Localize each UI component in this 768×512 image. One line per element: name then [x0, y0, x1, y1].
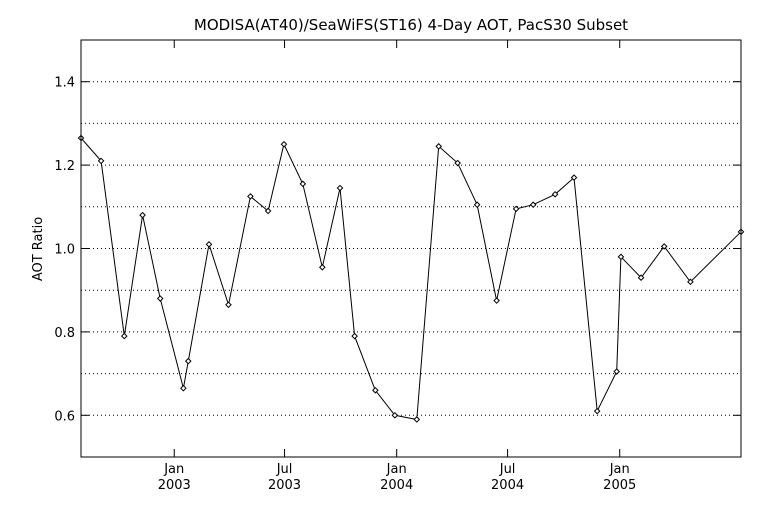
- data-point: [299, 180, 307, 188]
- data-point: [280, 140, 288, 148]
- data-series: [77, 134, 745, 423]
- y-axis-ticks: 0.6 0.8 1.0 1.2 1.4: [54, 76, 741, 424]
- y-tick-label: 0.6: [54, 409, 75, 424]
- data-point: [637, 274, 645, 281]
- y-tick-label: 0.8: [54, 326, 75, 341]
- data-point: [613, 368, 620, 375]
- data-point: [120, 332, 128, 340]
- y-tick-label: 1.2: [54, 159, 75, 174]
- x-tick-label: Jan: [609, 462, 630, 477]
- y-tick-label: 1.4: [54, 76, 75, 91]
- data-point: [473, 201, 481, 209]
- data-point: [180, 384, 187, 392]
- data-point: [225, 301, 232, 309]
- data-point: [551, 190, 559, 198]
- data-point: [617, 253, 625, 261]
- data-point: [512, 205, 520, 213]
- x-tick-label: Jan: [163, 462, 184, 477]
- data-point: [139, 211, 146, 219]
- x-tick-year-label: 2005: [603, 478, 636, 493]
- data-point: [156, 295, 164, 302]
- x-tick-year-label: 2004: [380, 478, 413, 493]
- x-tick-label: Jul: [499, 462, 516, 477]
- x-tick-year-label: 2003: [268, 478, 301, 493]
- data-point: [205, 241, 213, 248]
- x-tick-year-label: 2004: [491, 478, 524, 493]
- data-point: [593, 407, 601, 415]
- x-tick-year-label: 2003: [158, 478, 191, 493]
- y-tick-label: 1.0: [54, 243, 75, 258]
- data-point: [687, 278, 694, 286]
- data-point: [319, 263, 326, 271]
- data-point: [529, 201, 537, 209]
- data-point: [413, 416, 421, 423]
- data-point: [493, 297, 500, 304]
- data-point: [570, 174, 578, 181]
- data-point: [351, 332, 358, 340]
- plot-frame: [80, 39, 742, 458]
- x-tick-label: Jul: [276, 462, 293, 477]
- series-line: [80, 137, 742, 421]
- data-point: [247, 193, 254, 200]
- data-point: [372, 386, 379, 394]
- x-tick-label: Jan: [386, 462, 407, 477]
- data-point: [97, 157, 105, 165]
- data-point: [435, 143, 443, 150]
- grid-lines: [81, 81, 741, 416]
- chart-title: MODISA(AT40)/SeaWiFS(ST16) 4-Day AOT, Pa…: [194, 16, 628, 34]
- data-point: [264, 207, 272, 215]
- data-point: [660, 243, 668, 250]
- data-point: [336, 184, 344, 192]
- data-point: [391, 411, 399, 419]
- data-point: [184, 357, 192, 365]
- y-axis-label: AOT Ratio: [31, 217, 46, 281]
- data-point: [454, 159, 461, 167]
